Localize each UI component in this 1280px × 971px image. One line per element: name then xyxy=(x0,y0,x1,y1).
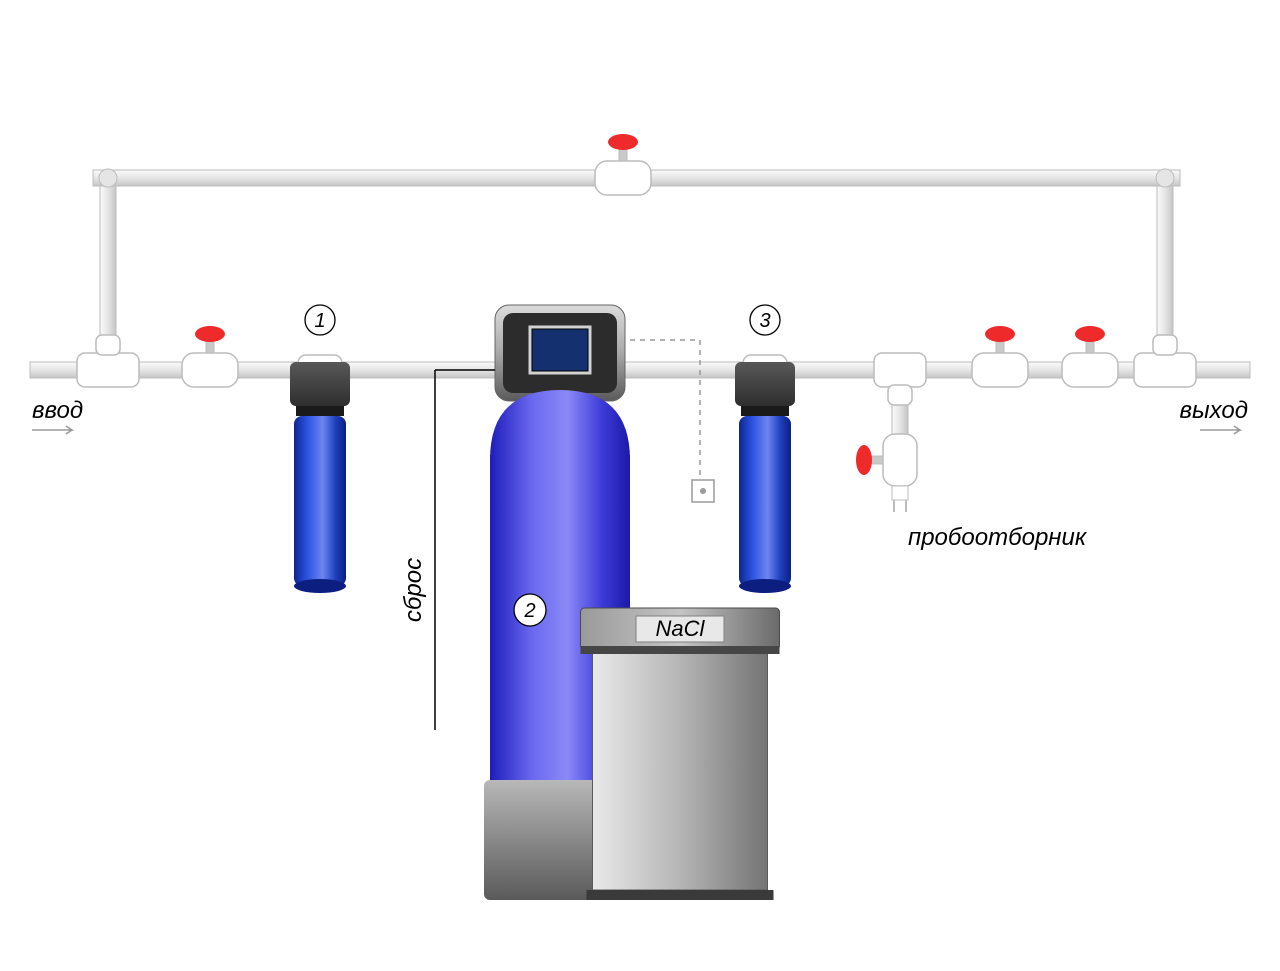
water-softener-diagram: 1 3 2 NaCl сброс ввод выход пробоотборник xyxy=(0,0,1280,971)
brine-line xyxy=(630,340,700,480)
outlet-arrow xyxy=(1200,426,1240,434)
filter-1: 1 xyxy=(290,305,350,593)
brine-tank-label: NaCl xyxy=(656,616,706,641)
valve-bypass xyxy=(595,134,651,195)
valve-out-2 xyxy=(1062,326,1118,387)
tee-left xyxy=(77,335,139,387)
valve-sampler xyxy=(856,434,917,512)
valve-in xyxy=(182,326,238,387)
tee-sampler xyxy=(874,353,926,405)
filter-3-label: 3 xyxy=(759,310,770,332)
inlet-label: ввод xyxy=(32,397,83,424)
brine-tank: NaCl xyxy=(581,608,780,900)
inlet-arrow xyxy=(32,426,72,434)
drain-label: сброс xyxy=(400,558,427,622)
filter-3: 3 xyxy=(735,305,795,593)
tee-right xyxy=(1134,335,1196,387)
valve-out-1 xyxy=(972,326,1028,387)
softener-label: 2 xyxy=(523,600,535,622)
outlet-label: выход xyxy=(1179,397,1248,424)
sampler-label: пробоотборник xyxy=(908,524,1088,551)
filter-1-label: 1 xyxy=(314,310,325,332)
